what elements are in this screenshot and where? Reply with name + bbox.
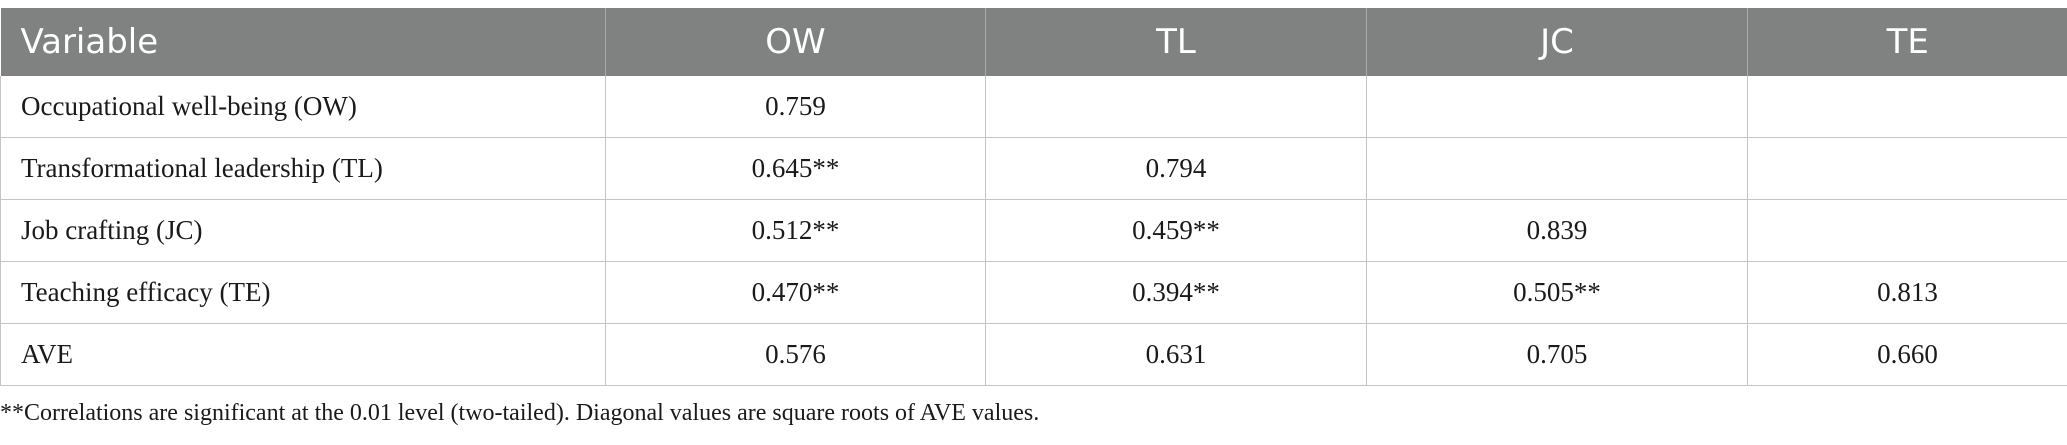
cell-value: 0.813 xyxy=(1747,261,2067,324)
cell-value: 0.794 xyxy=(985,137,1367,200)
cell-value: 0.576 xyxy=(605,323,986,386)
cell-value xyxy=(1366,76,1748,138)
cell-value: 0.394** xyxy=(985,261,1367,324)
cell-value: 0.759 xyxy=(605,76,986,138)
cell-value: 0.505** xyxy=(1366,261,1748,324)
table-row: Transformational leadership (TL) 0.645**… xyxy=(0,137,2067,200)
header-te: TE xyxy=(1747,8,2067,76)
cell-value xyxy=(1747,76,2067,138)
header-jc: JC xyxy=(1366,8,1748,76)
cell-value: 0.660 xyxy=(1747,323,2067,386)
table-row: Teaching efficacy (TE) 0.470** 0.394** 0… xyxy=(0,261,2067,324)
header-variable: Variable xyxy=(0,8,606,76)
cell-value: 0.631 xyxy=(985,323,1367,386)
cell-value: 0.512** xyxy=(605,199,986,262)
table-row: AVE 0.576 0.631 0.705 0.660 xyxy=(0,323,2067,386)
table-row: Occupational well-being (OW) 0.759 xyxy=(0,76,2067,138)
correlation-table: Variable OW TL JC TE Occupational well-b… xyxy=(0,8,2067,386)
header-row: Variable OW TL JC TE xyxy=(0,8,2067,76)
header-ow: OW xyxy=(605,8,986,76)
cell-value xyxy=(1366,137,1748,200)
cell-value: 0.645** xyxy=(605,137,986,200)
cell-value xyxy=(985,76,1367,138)
cell-value: 0.839 xyxy=(1366,199,1748,262)
cell-value: 0.705 xyxy=(1366,323,1748,386)
table-row: Job crafting (JC) 0.512** 0.459** 0.839 xyxy=(0,199,2067,262)
row-label: Teaching efficacy (TE) xyxy=(0,261,606,324)
row-label: Occupational well-being (OW) xyxy=(0,76,606,138)
cell-value: 0.470** xyxy=(605,261,986,324)
header-tl: TL xyxy=(985,8,1367,76)
row-label: Job crafting (JC) xyxy=(0,199,606,262)
table-footnote: **Correlations are significant at the 0.… xyxy=(0,400,1040,426)
row-label: Transformational leadership (TL) xyxy=(0,137,606,200)
cell-value: 0.459** xyxy=(985,199,1367,262)
cell-value xyxy=(1747,137,2067,200)
cell-value xyxy=(1747,199,2067,262)
row-label: AVE xyxy=(0,323,606,386)
correlation-table-container: Variable OW TL JC TE Occupational well-b… xyxy=(0,8,2067,386)
